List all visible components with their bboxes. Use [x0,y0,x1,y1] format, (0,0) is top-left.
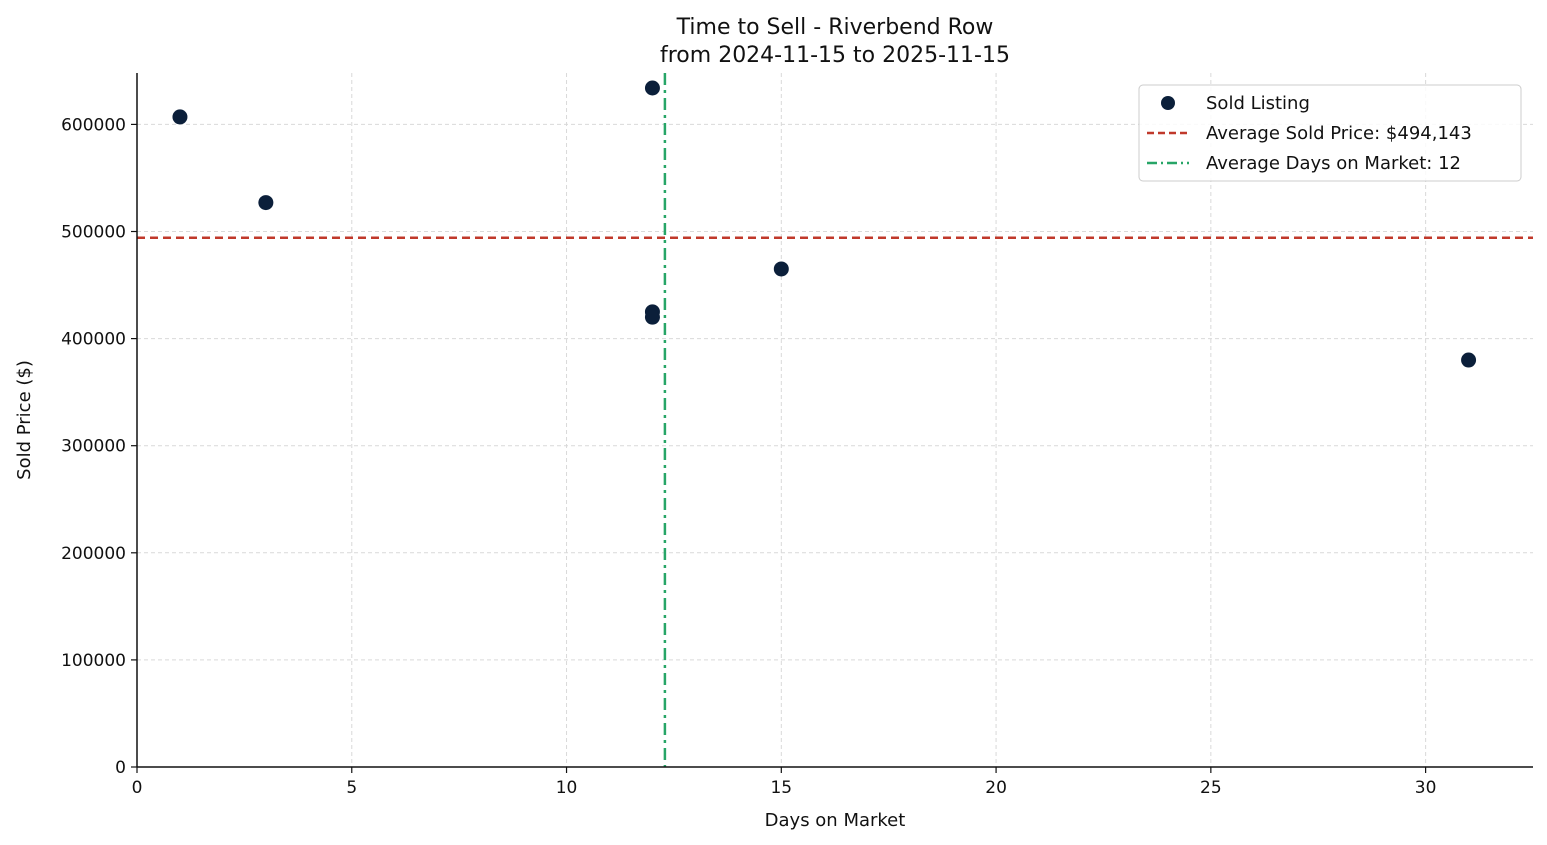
legend-marker-sold-listing [1161,96,1175,110]
data-point [773,261,789,277]
data-points [172,80,1477,368]
y-tick-label: 300000 [61,437,126,457]
x-tick-label: 10 [556,778,578,798]
legend-label-average-price: Average Sold Price: $494,143 [1206,123,1472,144]
y-tick-label: 100000 [61,651,126,671]
data-point [258,195,274,211]
x-tick-label: 20 [985,778,1007,798]
tick-labels: 0 5 10 15 20 25 30 0 100000 200000 300000 400000 500… [61,115,1436,798]
reference-lines [137,73,1533,767]
y-tick-label: 600000 [61,115,126,135]
y-tick-label: 0 [115,758,126,778]
chart-title: Time to Sell - Riverbend Row [676,15,994,40]
x-tick-label: 15 [770,778,792,798]
y-axis-label: Sold Price ($) [14,360,35,480]
x-axis-label: Days on Market [765,810,906,831]
legend-label-average-days: Average Days on Market: 12 [1206,153,1461,174]
x-tick-label: 25 [1200,778,1222,798]
legend-box [1138,84,1522,182]
y-tick-label: 500000 [61,223,126,243]
chart-subtitle: from 2024-11-15 to 2025-11-15 [660,43,1010,68]
data-point [1461,352,1477,368]
data-point [172,109,188,125]
legend: Sold Listing Average Sold Price: $494,14… [1138,84,1522,182]
x-tick-label: 30 [1415,778,1437,798]
x-tick-label: 5 [346,778,357,798]
x-tick-label: 0 [132,778,143,798]
axes [136,73,1533,768]
legend-label-sold-listing: Sold Listing [1206,93,1310,114]
data-point [644,309,660,325]
y-tick-label: 200000 [61,544,126,564]
y-tick-label: 400000 [61,330,126,350]
data-point [644,80,660,96]
